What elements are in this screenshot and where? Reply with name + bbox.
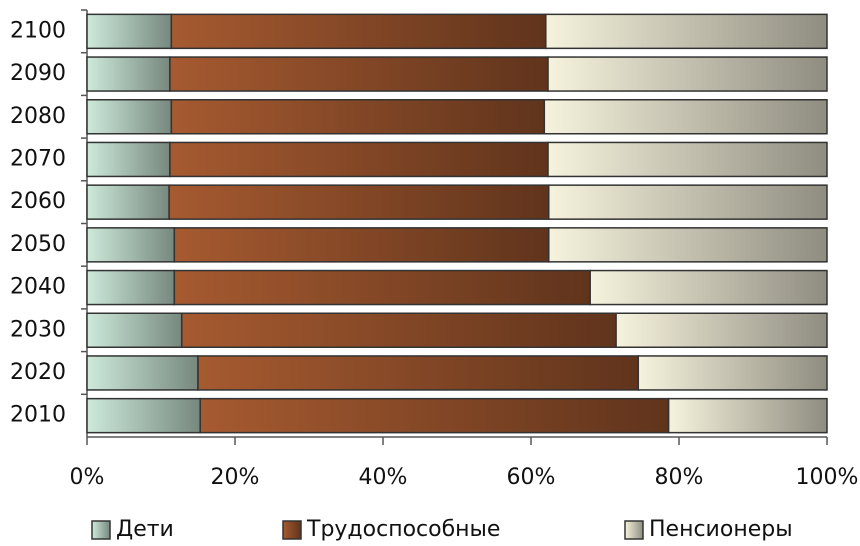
legend-swatch [91,520,111,540]
legend-label: Пенсионеры [649,517,793,542]
y-tick-label: 2080 [10,104,66,129]
bar-segment [667,397,828,434]
x-tick-label: 100% [796,465,859,490]
bar-segment [169,56,549,92]
y-tick-label: 2100 [10,18,66,43]
bar-segment [86,13,173,50]
y-tick-label: 2070 [10,146,66,171]
y-tick-label: 2040 [10,275,66,300]
bar-segment [86,227,176,263]
bar-segment [86,56,171,92]
bar-segment [86,184,170,220]
bar-segment [547,141,828,178]
bar-segment [86,312,183,348]
y-tick-label: 2030 [10,317,66,342]
x-tick-label: 40% [359,465,408,490]
bar-segment [543,99,828,135]
x-tick-label: 0% [70,465,105,490]
bar-segment [547,56,828,92]
bar-segment [197,355,640,391]
legend-swatch [282,520,302,540]
bar-segment [173,269,591,306]
bar-segment [86,355,199,391]
y-tick-label: 2090 [10,61,66,86]
bar-segment [615,312,828,348]
y-tick-label: 2020 [10,360,66,385]
bar-segment [86,269,176,306]
bar-segment [173,227,550,263]
y-tick-label: 2050 [10,232,66,257]
bar-segment [86,141,171,178]
x-tick-label: 80% [655,465,704,490]
legend-label: Дети [116,517,174,542]
bar-segment [86,99,173,135]
bar-segment [170,13,547,50]
bar-segment [169,141,549,178]
bar-segment [199,397,670,434]
y-tick-label: 2010 [10,403,66,428]
bar-segment [170,99,546,135]
legend-swatch [624,520,644,540]
bar-segment [637,355,828,391]
y-tick-label: 2060 [10,189,66,214]
bar-segment [168,184,550,220]
bar-segment [180,312,617,348]
x-tick-label: 60% [507,465,556,490]
bar-segment [589,269,828,306]
bar-segment [86,397,201,434]
bar-segment [548,227,828,263]
bar-segment [545,13,828,50]
bar-segment [548,184,828,220]
x-tick-label: 20% [211,465,260,490]
legend-label: Трудоспособные [306,517,500,542]
